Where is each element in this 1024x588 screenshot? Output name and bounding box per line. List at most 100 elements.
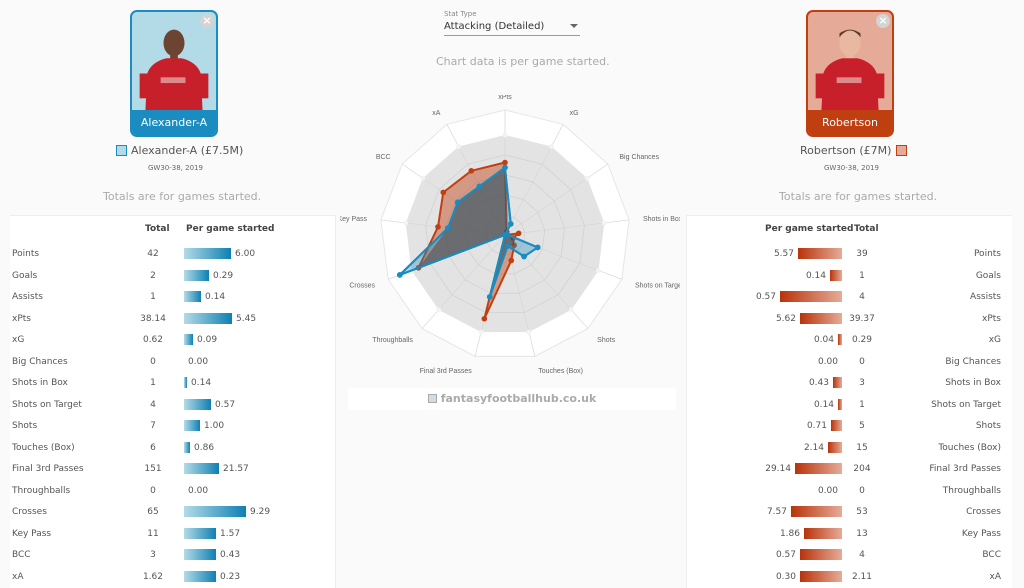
stat-label: Goals [975, 270, 1001, 281]
stat-per-game: 5.57 [773, 249, 794, 259]
stat-total: 0 [150, 485, 156, 496]
stat-label: Big Chances [12, 356, 68, 367]
player-card-left[interactable]: × Alexander-A [130, 10, 218, 137]
column-header-per-game: Per game started [765, 224, 854, 234]
stat-per-game: 1.57 [220, 528, 241, 539]
column-header-total: Total [145, 224, 170, 234]
radar-axis-label: Shots in Box [643, 216, 680, 223]
stats-table-right: Per game started Total 5.57 39 Points 0.14 1… [686, 215, 1012, 588]
stat-bar [795, 463, 842, 474]
stat-bar [833, 377, 842, 388]
stat-total: 1.62 [142, 571, 164, 582]
stat-bar [831, 420, 842, 431]
remove-player-left-close-icon[interactable]: × [200, 14, 214, 28]
table-row: 29.14 204 Final 3rd Passes [687, 460, 1013, 480]
table-row: 0.14 1 Goals [687, 267, 1013, 287]
stat-bar [184, 269, 209, 281]
stat-label: Key Pass [12, 528, 52, 539]
stat-total: 53 [856, 507, 868, 517]
stat-label: BCC [12, 550, 31, 560]
gameweek-range-left: GW30-38, 2019 [148, 164, 203, 172]
chart-note: Chart data is per game started. [436, 55, 610, 68]
remove-player-right-close-icon[interactable]: × [876, 14, 890, 28]
watermark: fantasyfootballhub.co.uk [348, 388, 676, 410]
stat-bar [184, 312, 232, 324]
stat-per-game: 0.14 [205, 292, 226, 302]
stat-bar [838, 398, 842, 410]
stat-per-game: 0.14 [191, 378, 212, 388]
table-row: Shots in Box 1 0.14 [10, 374, 336, 394]
table-row: Points 42 6.00 [10, 245, 336, 265]
stat-per-game: 0.30 [775, 571, 796, 582]
stat-total: 5 [859, 421, 865, 431]
stat-total: 39.37 [849, 313, 875, 324]
stat-bar [184, 506, 246, 517]
stat-total: 0 [859, 485, 865, 496]
stat-total: 204 [853, 464, 871, 474]
table-row: 0.71 5 Shots [687, 417, 1013, 437]
stat-total: 151 [144, 464, 162, 474]
stat-label: xPts [982, 313, 1001, 324]
totals-note-left: Totals are for games started. [103, 190, 262, 203]
stat-bar [184, 420, 200, 431]
table-row: 0.00 0 Throughballs [687, 482, 1013, 502]
table-row: 0.00 0 Big Chances [687, 353, 1013, 373]
stat-total: 4 [859, 292, 865, 302]
stat-per-game: 7.57 [766, 507, 787, 517]
table-row: Big Chances 0 0.00 [10, 353, 336, 373]
table-row: 0.30 2.11 xA [687, 568, 1013, 588]
stat-label: Shots on Target [12, 399, 82, 410]
radar-axis-label: Key Pass [340, 216, 368, 223]
radar-axis-label: Final 3rd Passes [420, 368, 473, 375]
column-header-total: Total [854, 224, 879, 234]
stat-per-game: 0.86 [194, 442, 215, 453]
radar-axis-label: Shots on Target [635, 282, 680, 289]
stat-type-dropdown[interactable]: Stat Type Attacking (Detailed) [444, 10, 580, 36]
table-row: 0.43 3 Shots in Box [687, 374, 1013, 394]
stat-label: xA [12, 571, 24, 582]
table-row: Touches (Box) 6 0.86 [10, 439, 336, 459]
stat-label: Throughballs [942, 485, 1001, 496]
legend-swatch-left-icon [116, 145, 127, 156]
radar-axis-label: Crosses [349, 282, 375, 289]
stat-type-select[interactable]: Attacking (Detailed) [444, 21, 580, 36]
watermark-text: fantasyfootballhub.co.uk [440, 392, 597, 405]
table-row: 7.57 53 Crosses [687, 503, 1013, 523]
table-row: 5.57 39 Points [687, 245, 1013, 265]
stat-label: Shots in Box [12, 378, 68, 388]
stat-label: Assists [12, 292, 43, 302]
stat-bar [184, 570, 216, 582]
stat-per-game: 6.00 [235, 249, 256, 259]
stat-total: 65 [147, 507, 159, 517]
stat-total: 2 [150, 270, 156, 281]
table-row: 0.57 4 BCC [687, 546, 1013, 566]
radar-axis-label: Shots [597, 337, 615, 344]
stat-total: 0 [150, 356, 156, 367]
stat-label: Shots [12, 421, 38, 431]
player-card-name-left: Alexander-A [132, 110, 216, 135]
table-row: Throughballs 0 0.00 [10, 482, 336, 502]
stat-bar [830, 269, 842, 281]
stat-per-game: 0.00 [188, 356, 209, 367]
stat-label: Key Pass [961, 528, 1001, 539]
stat-per-game: 5.62 [775, 313, 796, 324]
player-photo-icon [139, 29, 209, 112]
player-card-right[interactable]: × Robertson [806, 10, 894, 137]
table-row: Key Pass 11 1.57 [10, 525, 336, 545]
stat-per-game: 2.14 [803, 442, 824, 453]
player-photo-icon [815, 29, 885, 112]
table-row: 0.57 4 Assists [687, 288, 1013, 308]
table-row: Shots 7 1.00 [10, 417, 336, 437]
stat-label: Touches (Box) [938, 442, 1001, 453]
stat-total: 0 [859, 356, 865, 367]
stat-total: 2.11 [851, 571, 873, 582]
stat-bar [184, 291, 201, 302]
stat-per-game: 0.57 [215, 399, 236, 410]
stat-per-game: 0.43 [808, 378, 829, 388]
stat-type-caption: Stat Type [444, 10, 477, 18]
table-row: 0.14 1 Shots on Target [687, 396, 1013, 416]
stat-label: xG [12, 335, 25, 345]
stat-bar [184, 549, 216, 560]
stat-per-game: 0.23 [220, 571, 241, 582]
stat-label: Assists [970, 292, 1001, 302]
